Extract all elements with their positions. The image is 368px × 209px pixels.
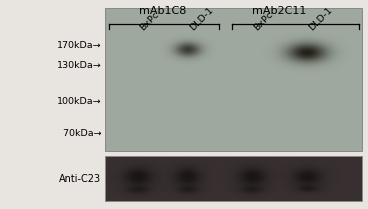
Text: 130kDa→: 130kDa→ (56, 61, 101, 70)
Text: 100kDa→: 100kDa→ (57, 97, 101, 106)
Text: 70kDa→: 70kDa→ (57, 129, 101, 138)
Text: 170kDa→: 170kDa→ (57, 41, 101, 50)
Text: Anti-C23: Anti-C23 (59, 174, 101, 184)
Bar (105, 8, 362, 151)
Text: BxPc: BxPc (138, 10, 160, 32)
Text: DLD-1: DLD-1 (188, 5, 215, 32)
Bar (105, 156, 362, 201)
Text: BxPc: BxPc (252, 10, 275, 32)
Text: mAb1C8: mAb1C8 (139, 5, 187, 15)
Text: mAb2C11: mAb2C11 (252, 5, 307, 15)
Text: DLD-1: DLD-1 (307, 5, 334, 32)
